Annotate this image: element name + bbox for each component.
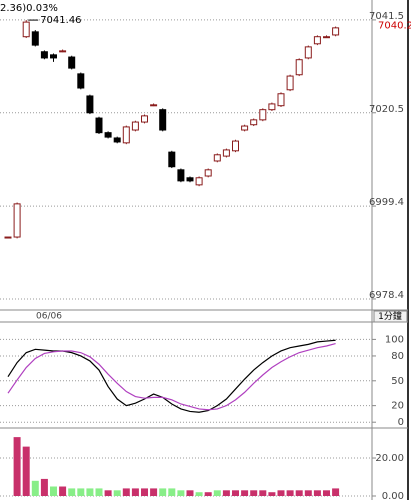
candle-body (195, 177, 203, 186)
volume-bar (150, 488, 158, 497)
candle-body (241, 125, 249, 131)
volume-bar (59, 486, 67, 497)
volume-bar (113, 490, 121, 497)
volume-bar (50, 486, 57, 497)
candle-body (204, 169, 212, 177)
volume-bar (241, 490, 249, 497)
candle-body (131, 121, 139, 131)
candle-body (68, 56, 76, 69)
candle-body (304, 46, 312, 59)
candle-body (59, 50, 67, 53)
candle-body (213, 154, 221, 162)
volume-bar (323, 490, 330, 497)
volume-bar (250, 490, 258, 497)
candle-body (86, 95, 94, 114)
volume-bar (259, 490, 267, 497)
candle-body (95, 117, 103, 134)
volume-bar (104, 490, 112, 497)
candle-body (22, 21, 30, 38)
candle-body (159, 109, 167, 131)
period-box (373, 310, 408, 323)
volume-bar (177, 490, 185, 497)
y-tick-label: 80 (391, 351, 404, 362)
candle-body (286, 75, 294, 91)
volume-bar (141, 488, 148, 497)
candle-body (222, 149, 230, 157)
y-tick-label: 0 (398, 417, 404, 428)
candle-body (40, 51, 48, 59)
candle-body (104, 132, 112, 138)
volume-bar (31, 480, 39, 497)
volume-bar (277, 490, 285, 497)
candle-body (295, 59, 303, 76)
candle-body (50, 54, 57, 59)
candle-body (268, 103, 276, 111)
date-label: 06/06 (36, 312, 62, 322)
y-tick-label: 7020.5 (369, 104, 404, 115)
indicator-line (7, 342, 336, 411)
candle-body (313, 36, 321, 45)
y-tick-label: 100 (385, 334, 404, 345)
volume-bar (213, 490, 221, 497)
volume-bar (332, 488, 340, 497)
candle-body (122, 126, 130, 144)
candle-body (77, 73, 85, 89)
period-label: 1分鐘 (378, 310, 402, 322)
volume-bar (131, 488, 139, 497)
y-tick-label: 6978.4 (369, 290, 404, 301)
candle-body (232, 140, 239, 152)
candle-body (113, 137, 121, 143)
y-tick-label: 20.00 (375, 453, 404, 464)
y-tick-label: 7041.5 (369, 11, 404, 22)
candle-body (13, 203, 21, 238)
y-tick-label: 6999.4 (369, 197, 404, 208)
volume-bar (295, 490, 303, 497)
candle-body (4, 236, 12, 239)
annotation: 7041.46 (40, 15, 81, 26)
header-text: 2.36)0.03% (0, 3, 58, 14)
volume-bar (68, 488, 76, 497)
y-tick-label: 20 (391, 401, 404, 412)
last-price-label: 7040.2 (378, 21, 411, 32)
y-tick-label: 50 (391, 376, 404, 387)
candle-body (250, 119, 258, 126)
volume-bar (122, 488, 130, 497)
volume-bar (40, 478, 48, 497)
candle-body (323, 36, 330, 39)
volume-bar (186, 490, 194, 497)
candle-body (332, 27, 340, 36)
volume-bar (95, 488, 103, 497)
candle-body (31, 31, 39, 46)
y-tick-label: 0.00 (382, 491, 404, 500)
candle-body (277, 93, 285, 107)
volume-bar (168, 488, 176, 497)
volume-bar (204, 492, 212, 497)
volume-bar (232, 490, 239, 497)
candle-body (177, 169, 185, 182)
volume-bar (22, 446, 30, 497)
candle-body (186, 177, 194, 182)
candle-body (168, 151, 176, 168)
volume-bar (195, 492, 203, 497)
candle-body (141, 115, 148, 123)
volume-bar (268, 492, 276, 497)
volume-bar (159, 488, 167, 497)
volume-bar (286, 490, 294, 497)
volume-bar (313, 490, 321, 497)
candle-body (259, 109, 267, 121)
volume-bar (86, 488, 94, 497)
volume-bar (77, 488, 85, 497)
candle-body (150, 104, 158, 107)
volume-bar (13, 437, 21, 497)
volume-bar (222, 490, 230, 497)
volume-bar (304, 490, 312, 497)
